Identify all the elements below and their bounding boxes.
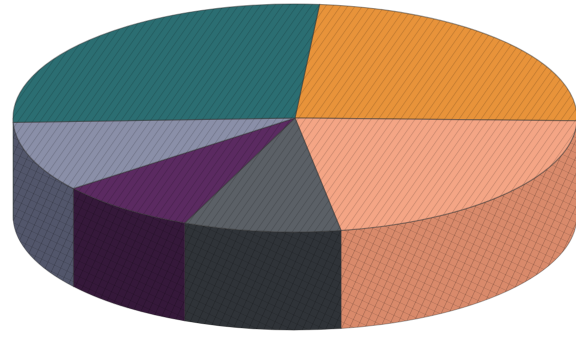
pie-top-layer bbox=[12, 3, 576, 233]
pie-slice-texture-4 bbox=[73, 118, 295, 223]
pie-slice-texture-2 bbox=[295, 118, 576, 231]
pie-slice-texture-5 bbox=[13, 118, 296, 189]
pie-slice-side-texture-5 bbox=[13, 122, 74, 287]
pie-slice-side-texture-4 bbox=[73, 188, 185, 321]
pie-slice-side-texture-2 bbox=[341, 127, 576, 329]
pie-slice-texture-1 bbox=[295, 4, 576, 121]
pie-slice-texture-3 bbox=[184, 118, 342, 232]
pie-side-layer bbox=[12, 117, 576, 331]
pie-slice-side-texture-3 bbox=[184, 222, 342, 331]
pie-slice-texture-6 bbox=[13, 3, 320, 123]
